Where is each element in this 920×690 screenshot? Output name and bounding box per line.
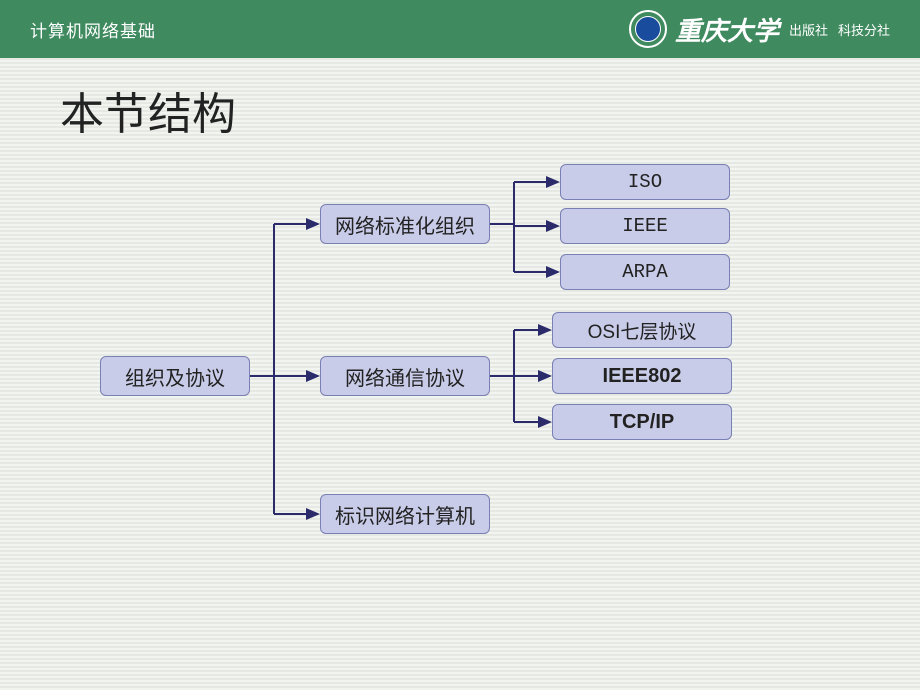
tree-node-root: 组织及协议 <box>100 356 250 396</box>
publisher-label: 出版社 <box>789 20 828 39</box>
tree-node-l2c: 标识网络计算机 <box>320 494 490 534</box>
tree-node-arpa: ARPA <box>560 254 730 290</box>
university-logo-icon <box>629 10 667 48</box>
tree-node-l2a: 网络标准化组织 <box>320 204 490 244</box>
tree-node-i802: IEEE802 <box>552 358 732 394</box>
header-right: 重庆大学 出版社 科技分社 <box>629 10 890 48</box>
header-left-title: 计算机网络基础 <box>30 17 156 42</box>
branch-label: 科技分社 <box>838 20 890 39</box>
university-name: 重庆大学 <box>675 11 779 48</box>
tree-node-iso: ISO <box>560 164 730 200</box>
tree-node-osi: OSI七层协议 <box>552 312 732 348</box>
tree-node-ieee: IEEE <box>560 208 730 244</box>
header-bar: 计算机网络基础 重庆大学 出版社 科技分社 <box>0 0 920 58</box>
logo-inner <box>635 16 661 42</box>
tree-node-l2b: 网络通信协议 <box>320 356 490 396</box>
page-title: 本节结构 <box>60 78 236 142</box>
tree-node-tcpip: TCP/IP <box>552 404 732 440</box>
